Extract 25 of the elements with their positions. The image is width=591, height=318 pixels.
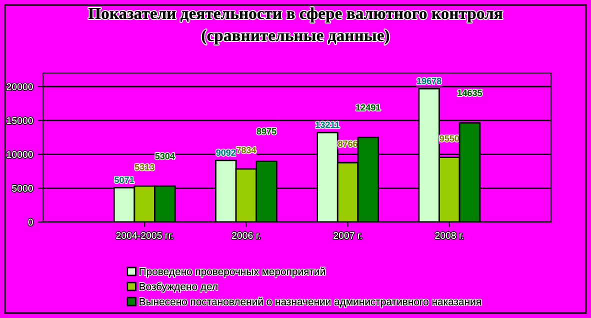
data-label: 14635 bbox=[458, 90, 482, 96]
data-label: 19678 bbox=[417, 78, 442, 84]
x-tick-label: 2004-2005 гг. bbox=[116, 232, 173, 239]
chart-title: Показатели деятельности в сфере валютного контроля (сравнительные данные) bbox=[88, 7, 502, 45]
data-label: 7834 bbox=[236, 146, 256, 154]
y-tick-label: 0 bbox=[28, 218, 33, 226]
data-label: 9550 bbox=[440, 135, 460, 142]
y-tick-label: 20000 bbox=[6, 83, 33, 90]
data-label: 5304 bbox=[155, 152, 175, 160]
legend-label: Возбуждено дел bbox=[140, 282, 218, 292]
x-tick-label: 2008 г. bbox=[435, 232, 464, 239]
x-tick-label: 2006 г. bbox=[232, 232, 260, 239]
data-label: 13211 bbox=[316, 122, 340, 128]
data-label: 8766 bbox=[338, 140, 358, 147]
data-label: 5313 bbox=[134, 164, 154, 170]
x-tick-label: 2007 г. bbox=[334, 232, 362, 239]
legend-label: Проведено проверочных мероприятий bbox=[140, 267, 325, 278]
y-tick-label: 10000 bbox=[6, 151, 33, 158]
legend-label: Вынесено постановлений о назначении административного наказания bbox=[140, 297, 481, 308]
data-label: 8975 bbox=[256, 128, 276, 134]
data-label: 12491 bbox=[356, 104, 380, 111]
y-tick-label: 15000 bbox=[6, 117, 33, 124]
y-tick-label: 5000 bbox=[12, 184, 33, 192]
data-label: 5071 bbox=[114, 176, 134, 184]
data-label: 9092 bbox=[216, 149, 236, 156]
